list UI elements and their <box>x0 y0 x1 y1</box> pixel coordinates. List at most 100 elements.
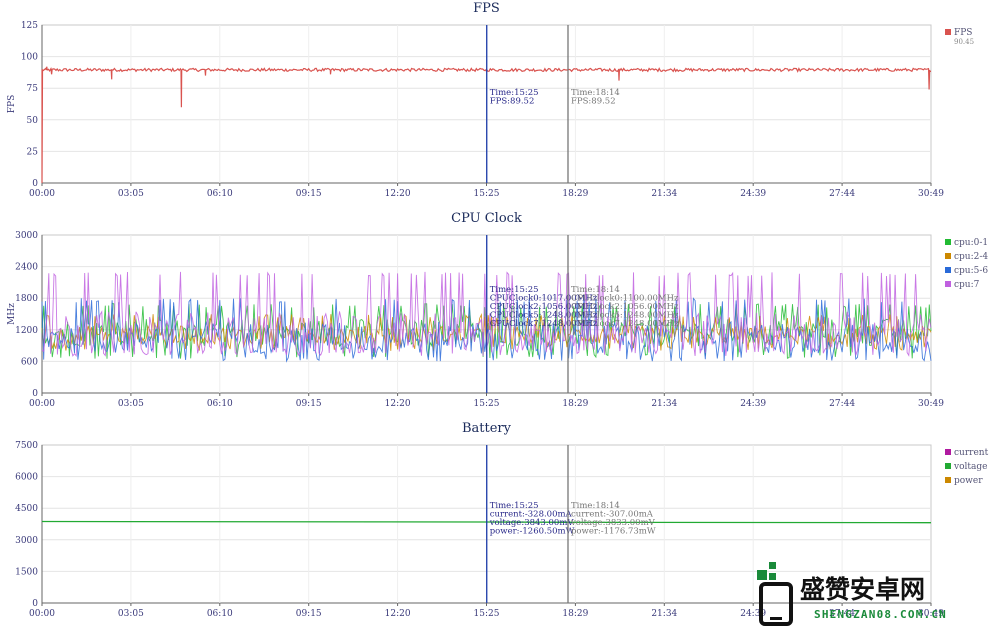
cursor-tooltip-text: CPUClock7:1248.00MHz <box>571 319 679 329</box>
y-tick-label: 0 <box>32 179 38 189</box>
x-tick-label: 18:29 <box>562 609 588 619</box>
series-line-fps <box>41 66 931 184</box>
legend-swatch <box>945 29 951 35</box>
cursor-tooltip-text: CPUClock5:1248.00MHz <box>571 311 679 321</box>
x-tick-label: 27:44 <box>829 189 855 199</box>
legend-value: 90.45 <box>954 38 974 46</box>
x-tick-label: 03:05 <box>118 399 144 409</box>
y-tick-label: 6000 <box>15 473 38 483</box>
y-tick-label: 4500 <box>15 504 38 514</box>
x-tick-label: 15:25 <box>474 189 500 199</box>
y-tick-label: 50 <box>27 116 39 126</box>
cursor-tooltip-text: CPUClock2:1056.00MHz <box>571 302 679 312</box>
series-line-voltage <box>41 520 932 524</box>
x-tick-label: 00:00 <box>29 609 55 619</box>
chart-title: Battery <box>462 421 512 436</box>
y-tick-label: 1500 <box>15 567 38 577</box>
y-tick-label: 100 <box>21 53 38 63</box>
x-tick-label: 27:44 <box>829 609 855 619</box>
cursor-tooltip-text: Time:15:25 <box>490 285 539 295</box>
x-tick-label: 12:20 <box>385 189 411 199</box>
x-tick-label: 18:29 <box>562 399 588 409</box>
x-tick-label: 12:20 <box>385 609 411 619</box>
x-tick-label: 21:34 <box>651 399 677 409</box>
legend-label: power <box>954 476 983 486</box>
x-tick-label: 18:29 <box>562 189 588 199</box>
chart-panel-0: FPS 0 25 50 75 100 125 00:00 03:05 06:10 09:15 12:2… <box>7 1 974 199</box>
x-tick-label: 30:49 <box>918 609 944 619</box>
cursor-tooltip-text: Time:18:14 <box>571 501 620 511</box>
x-tick-label: 03:05 <box>118 609 144 619</box>
y-tick-label: 75 <box>27 84 39 94</box>
cursor-tooltip-text: CPUClock7:1248.00MHz <box>490 319 598 329</box>
legend-label: current <box>954 448 989 458</box>
cursor-tooltip-text: current:-307.00mA <box>571 510 654 520</box>
y-tick-label: 1800 <box>15 294 38 304</box>
cursor-tooltip-text: power:-1176.73mW <box>571 527 656 537</box>
legend-label: cpu:0-1 <box>954 238 988 248</box>
legend-label: voltage <box>953 462 987 472</box>
cursor-tooltip-text: CPUClock2:1056.00MHz <box>490 302 598 312</box>
x-tick-label: 15:25 <box>474 609 500 619</box>
x-tick-label: 03:05 <box>118 189 144 199</box>
cursor-tooltip-text: CPUClock5:1248.00MHz <box>490 311 598 321</box>
legend-label: cpu:2-4 <box>954 252 988 262</box>
y-tick-label: 7500 <box>15 441 38 451</box>
cursor-tooltip-text: Time:18:14 <box>571 88 620 98</box>
x-tick-label: 24:39 <box>740 189 766 199</box>
legend-swatch <box>945 281 951 287</box>
y-tick-label: 600 <box>21 357 38 367</box>
y-tick-label: 0 <box>32 389 38 399</box>
legend-label: cpu:7 <box>954 280 980 290</box>
x-tick-label: 06:10 <box>207 189 233 199</box>
x-tick-label: 30:49 <box>918 399 944 409</box>
cursor-tooltip-text: FPS:89.52 <box>490 97 535 107</box>
x-tick-label: 06:10 <box>207 399 233 409</box>
legend-swatch <box>945 463 951 469</box>
y-tick-label: 3000 <box>15 536 38 546</box>
legend-swatch <box>945 267 951 273</box>
x-tick-label: 09:15 <box>296 609 322 619</box>
legend-swatch <box>945 449 951 455</box>
legend-label: FPS <box>954 28 972 38</box>
cursor-tooltip-text: FPS:89.52 <box>571 97 616 107</box>
legend-swatch <box>945 253 951 259</box>
x-tick-label: 00:00 <box>29 399 55 409</box>
chart-title: FPS <box>473 1 500 16</box>
chart-panel-1: CPU Clock 0 600 1200 1800 2400 3000 00:00 03:05 0… <box>7 211 988 409</box>
legend-swatch <box>945 477 951 483</box>
chart-panel-2: Battery 0 1500 3000 4500 6000 7500 00:00 03:05 06… <box>15 421 988 619</box>
x-tick-label: 30:49 <box>918 189 944 199</box>
legend-label: cpu:5-6 <box>954 266 988 276</box>
cursor-tooltip-text: voltage:3843.00mV <box>489 518 575 528</box>
y-tick-label: 125 <box>21 21 38 31</box>
cursor-tooltip-text: CPUClock0:1100.00MHz <box>571 294 679 304</box>
cursor-tooltip-text: current:-328.00mA <box>490 510 573 520</box>
y-tick-label: 1200 <box>15 326 38 336</box>
x-tick-label: 06:10 <box>207 609 233 619</box>
y-tick-label: 0 <box>32 599 38 609</box>
y-tick-label: 25 <box>27 147 39 157</box>
y-tick-label: 2400 <box>15 263 38 273</box>
y-axis-label: MHz <box>7 303 17 325</box>
x-tick-label: 27:44 <box>829 399 855 409</box>
x-tick-label: 24:39 <box>740 609 766 619</box>
x-tick-label: 21:34 <box>651 189 677 199</box>
cursor-tooltip-text: Time:18:14 <box>571 285 620 295</box>
y-tick-label: 3000 <box>15 231 38 241</box>
x-tick-label: 00:00 <box>29 189 55 199</box>
x-tick-label: 24:39 <box>740 399 766 409</box>
x-tick-label: 21:34 <box>651 609 677 619</box>
cursor-tooltip-text: Time:15:25 <box>490 501 539 511</box>
chart-title: CPU Clock <box>451 211 522 226</box>
x-tick-label: 12:20 <box>385 399 411 409</box>
cursor-tooltip-text: Time:15:25 <box>490 88 539 98</box>
y-axis-label: FPS <box>7 95 17 113</box>
x-tick-label: 09:15 <box>296 189 322 199</box>
cursor-tooltip-text: voltage:3833.00mV <box>570 518 656 528</box>
cursor-tooltip-text: power:-1260.50mW <box>490 527 575 537</box>
x-tick-label: 15:25 <box>474 399 500 409</box>
cursor-tooltip-text: CPUClock0:1017.00MHz <box>490 294 598 304</box>
